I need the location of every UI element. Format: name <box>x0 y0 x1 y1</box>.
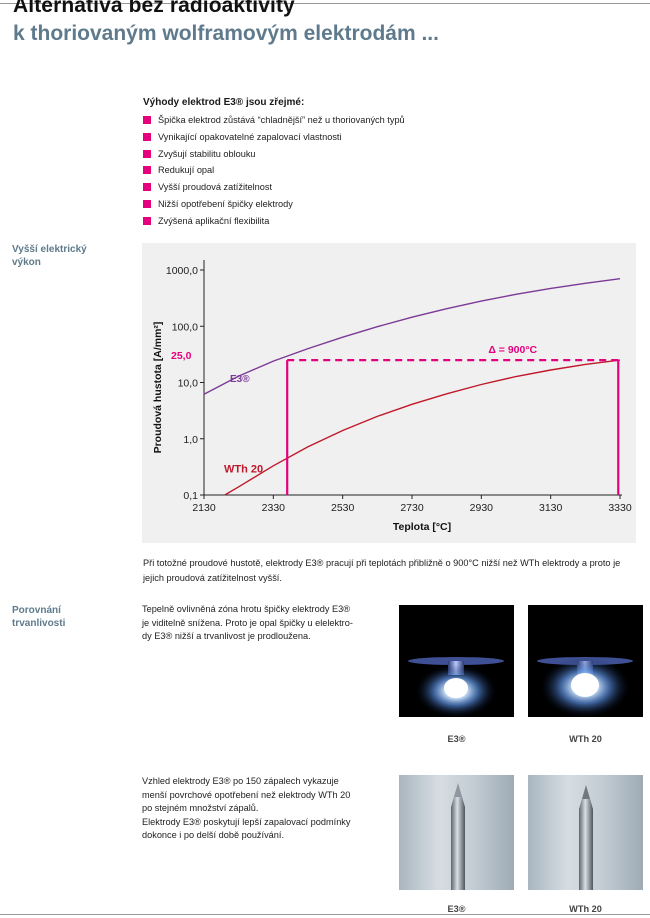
list-item: Vynikající opakovatelné zapalovací vlast… <box>143 129 623 146</box>
list-item: Zvyšují stabilitu oblouku <box>143 146 623 163</box>
bullet-square-icon <box>143 116 151 124</box>
bullet-square-icon <box>143 149 151 158</box>
list-item: Redukují opal <box>143 162 623 179</box>
photo-tip-wth20 <box>528 775 643 890</box>
advantages-block: Výhody elektrod E3® jsou zřejmé: Špička … <box>143 97 623 230</box>
series-line <box>203 278 621 395</box>
section-heading-power: Vyšší elektrický výkon <box>12 244 87 268</box>
y-tick-label: 0,1 <box>183 490 198 502</box>
bottom-rule <box>0 914 650 915</box>
photo-label-wth20: WTh 20 <box>569 734 602 744</box>
delta-label: Δ = 900°C <box>488 344 537 356</box>
arc-glow-image <box>528 605 643 717</box>
y-tick-label: 1,0 <box>183 434 198 446</box>
x-tick-label: 2930 <box>470 502 494 514</box>
bullet-square-icon <box>143 183 151 192</box>
y-tick-label: 10,0 <box>178 378 199 390</box>
advantages-list: Špička elektrod zůstává “chladnější” než… <box>143 112 623 230</box>
bullet-square-icon <box>143 216 151 225</box>
photo-arc-wth20 <box>528 605 643 717</box>
section-heading-life: Porovnání trvanlivosti <box>12 605 66 629</box>
x-axis-label: Teplota [°C] <box>393 521 451 533</box>
life-text-arc: Tepelně ovlivněná zóna hrotu špičky elek… <box>142 604 353 641</box>
bullet-square-icon <box>143 166 151 175</box>
series-line <box>224 359 621 496</box>
arc-glow-image <box>399 605 514 717</box>
top-rule <box>0 3 650 4</box>
current-density-chart: 0,1 1,0 10,0 100,0 1000,0 2130 2330 2530 2730 293… <box>152 260 632 533</box>
photo-label-wth20: WTh 20 <box>569 904 602 914</box>
photo-arc-e3 <box>399 605 514 717</box>
page-subtitle: k thoriovaným wolframovým elektrodám ... <box>13 22 439 45</box>
photo-label-e3: E3® <box>447 904 466 914</box>
page-title: Alternativa bez radioaktivity <box>13 0 295 17</box>
electrode-tip-image <box>579 785 593 890</box>
level-value-label: 25,0 <box>171 350 192 362</box>
x-tick-label: 2330 <box>262 502 286 514</box>
list-item: Vyšší proudová zatížitelnost <box>143 179 623 196</box>
list-item: Zvýšená aplikační flexibilita <box>143 213 623 230</box>
x-tick-label: 3130 <box>539 502 563 514</box>
electrode-tip-image <box>451 783 465 890</box>
x-tick-label: 2730 <box>400 502 424 514</box>
life-text-tip: Vzhled elektrody E3® po 150 zápalech vyk… <box>142 776 351 840</box>
x-tick-label: 2130 <box>192 502 216 514</box>
x-tick-label: 2530 <box>331 502 355 514</box>
x-tick-label: 3330 <box>608 502 632 514</box>
series-label-e3: E3® <box>230 374 250 385</box>
bullet-square-icon <box>143 132 151 141</box>
list-item: Nižší opotřebení špičky elektrody <box>143 196 623 213</box>
advantages-heading: Výhody elektrod E3® jsou zřejmé: <box>143 97 305 108</box>
series-label-wth20: WTh 20 <box>224 464 263 476</box>
photo-tip-e3 <box>399 775 514 890</box>
bullet-square-icon <box>143 199 151 208</box>
chart-panel: 0,1 1,0 10,0 100,0 1000,0 2130 2330 2530 2730 293… <box>142 243 636 543</box>
photo-label-e3: E3® <box>447 734 466 744</box>
chart-caption: Při totožné proudové hustotě, elektrody … <box>143 558 621 583</box>
list-item: Špička elektrod zůstává “chladnější” než… <box>143 112 623 129</box>
y-axis-label: Proudová hustota [A/mm²] <box>152 322 164 454</box>
y-tick-label: 100,0 <box>172 321 198 333</box>
y-tick-label: 1000,0 <box>166 265 198 277</box>
